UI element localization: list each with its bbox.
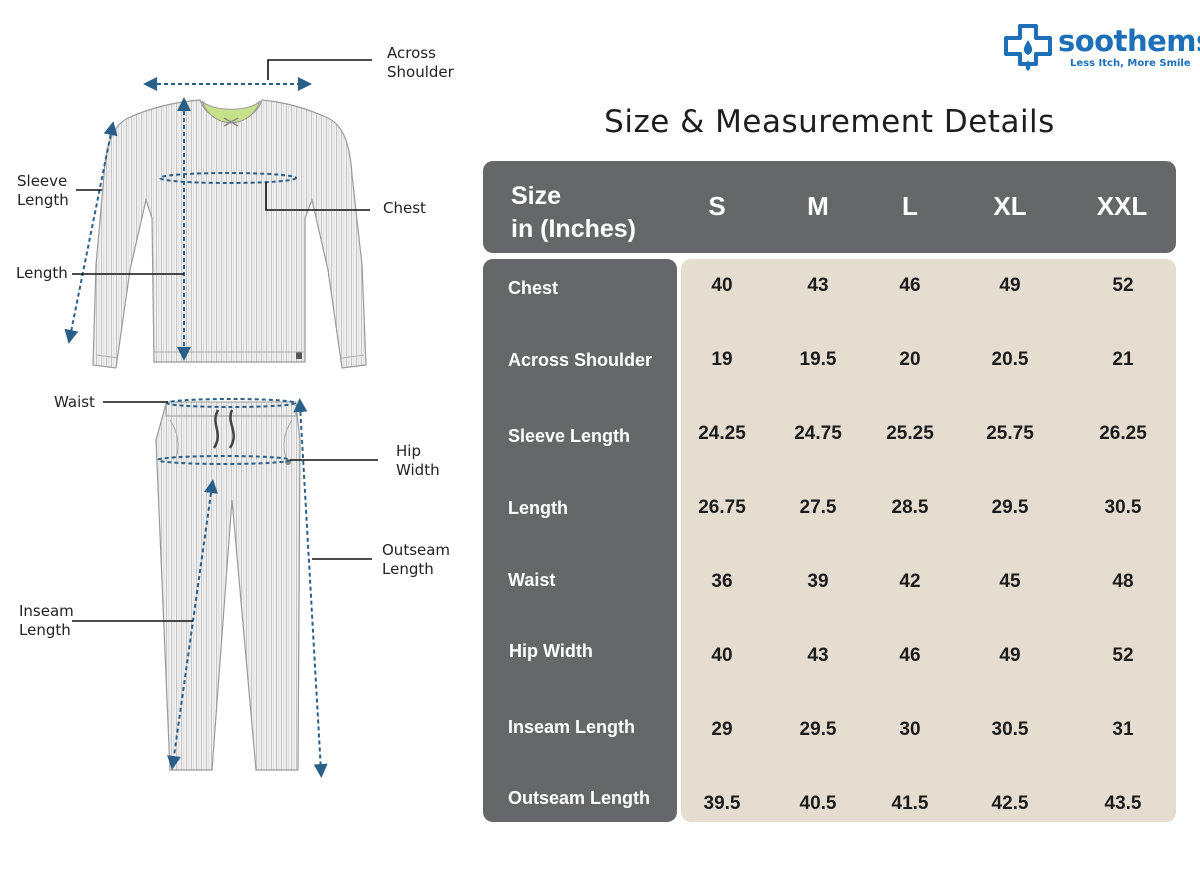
value-cell: 48 (1112, 571, 1134, 592)
size-header-l: L (902, 191, 918, 221)
brand-logo: soothems Less Itch, More Smile (1000, 22, 1200, 74)
value-cell: 42 (899, 571, 921, 592)
row-label-across-shoulder: Across Shoulder (508, 350, 653, 370)
value-cell: 20.5 (991, 349, 1029, 370)
leader-lines (72, 59, 378, 622)
value-cell: 20 (899, 349, 921, 370)
value-cell: 29.5 (799, 719, 837, 740)
size-header-row: Size in (Inches) S M L XL XXL (483, 161, 1176, 253)
value-cell: 19.5 (799, 349, 837, 370)
value-cell: 26.75 (698, 497, 746, 518)
value-cell: 49 (999, 275, 1021, 296)
size-header-xxl: XXL (1096, 191, 1148, 221)
value-cell: 19 (711, 349, 733, 370)
value-cell: 30.5 (991, 719, 1029, 740)
value-cell: 42.5 (991, 793, 1029, 814)
size-unit-label: Size in (Inches) (511, 182, 637, 243)
shirt-drawing (92, 99, 367, 369)
value-cell: 45 (999, 571, 1021, 592)
value-cell: 46 (899, 645, 921, 666)
row-label-waist: Waist (508, 570, 556, 590)
value-cell: 52 (1112, 645, 1134, 666)
value-cell: 25.25 (886, 423, 934, 444)
value-cell: 25.75 (986, 423, 1034, 444)
label-chest: Chest (383, 199, 426, 217)
value-cell: 29.5 (991, 497, 1029, 518)
label-waist: Waist (54, 393, 95, 411)
value-cell: 52 (1112, 275, 1134, 296)
row-label-chest: Chest (508, 278, 559, 298)
label-hip-width: Hip Width (396, 442, 440, 479)
label-sleeve-length: Sleeve Length (17, 172, 69, 209)
garment-diagram: Across Shoulder Sleeve Length Chest Leng… (0, 0, 470, 877)
page-title: Size & Measurement Details (604, 104, 1055, 140)
value-cell: 41.5 (891, 793, 929, 814)
label-across-shoulder: Across Shoulder (387, 44, 454, 81)
value-cell: 21 (1112, 349, 1134, 370)
row-label-length: Length (508, 498, 568, 518)
value-cell: 43 (807, 645, 829, 666)
value-cell: 27.5 (799, 497, 837, 518)
value-cell: 28.5 (891, 497, 929, 518)
row-label-hip-width: Hip Width (509, 641, 593, 661)
cross-drop-icon (1004, 24, 1052, 71)
value-cell: 39 (807, 571, 829, 592)
garment-illustration (64, 59, 378, 778)
size-header-m: M (807, 191, 829, 221)
brand-tagline: Less Itch, More Smile (1070, 58, 1191, 69)
measurement-values: 40 43 46 49 52 19 19.5 20 20.5 21 24.25 … (681, 259, 1176, 822)
value-cell: 30.5 (1104, 497, 1142, 518)
size-header-xl: XL (993, 191, 1027, 221)
label-outseam-length: Outseam Length (382, 541, 451, 578)
row-label-inseam-length: Inseam Length (508, 717, 636, 737)
measurement-label-column: Chest Across Shoulder Sleeve Length Leng… (483, 259, 677, 822)
value-cell: 24.25 (698, 423, 746, 444)
value-cell: 36 (711, 571, 733, 592)
value-cell: 46 (899, 275, 921, 296)
value-cell: 29 (711, 719, 733, 740)
value-cell: 31 (1112, 719, 1134, 740)
row-label-sleeve-length: Sleeve Length (508, 426, 631, 446)
value-cell: 40 (711, 275, 733, 296)
label-length: Length (16, 264, 68, 282)
value-cell: 26.25 (1099, 423, 1147, 444)
value-cell: 40 (711, 645, 733, 666)
value-cell: 30 (899, 719, 921, 740)
value-cell: 24.75 (794, 423, 842, 444)
value-cell: 49 (999, 645, 1021, 666)
label-inseam-length: Inseam Length (19, 602, 74, 639)
brand-name: soothems (1058, 24, 1200, 58)
size-header-s: S (708, 191, 726, 221)
value-cell: 43.5 (1104, 793, 1142, 814)
value-cell: 40.5 (799, 793, 837, 814)
value-cell: 43 (807, 275, 829, 296)
row-label-outseam-length: Outseam Length (508, 788, 651, 808)
value-cell: 39.5 (703, 793, 741, 814)
